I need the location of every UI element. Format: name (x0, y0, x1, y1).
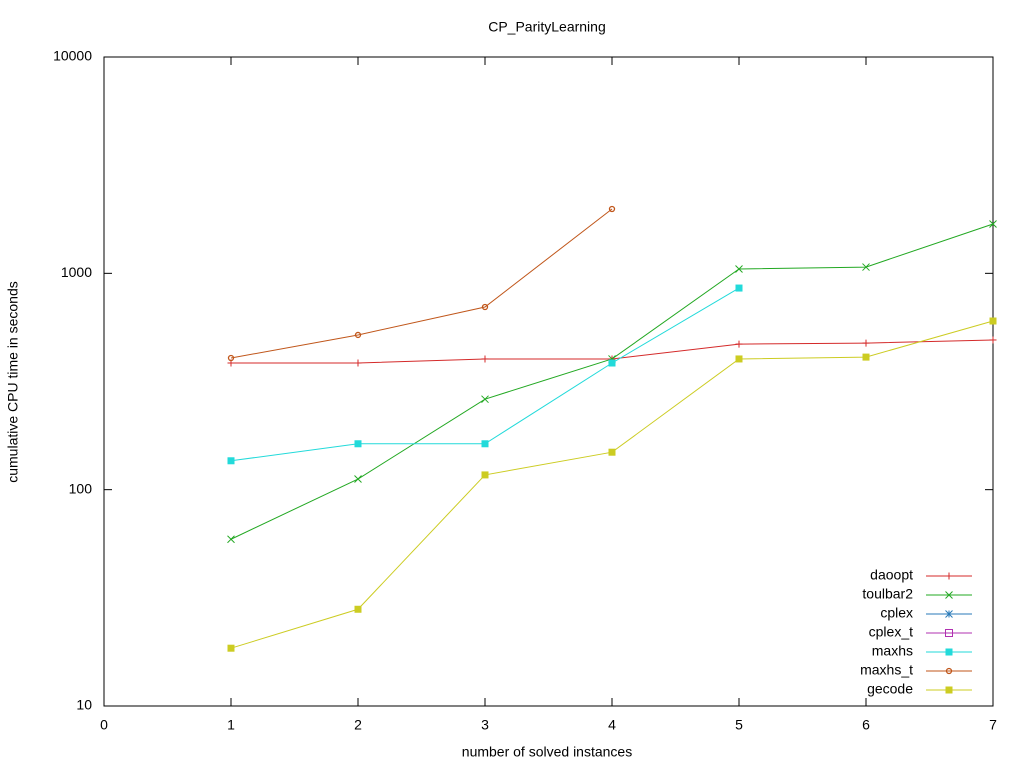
marker (735, 265, 743, 273)
marker (608, 205, 616, 213)
marker-shape (862, 353, 870, 361)
marker-stroke (945, 610, 953, 618)
legend-label: cplex_t (869, 624, 913, 640)
x-axis-label: number of solved instances (462, 744, 632, 760)
marker (354, 331, 362, 339)
x-tick-label: 6 (862, 717, 870, 733)
y-tick-label: 10000 (53, 48, 92, 64)
marker (862, 263, 870, 271)
marker-shape (227, 457, 235, 465)
marker-stroke (227, 535, 235, 544)
plot-frame (103, 56, 994, 707)
marker-shape (945, 667, 953, 675)
series-line (230, 208, 613, 359)
y-tick-label: 100 (69, 480, 93, 496)
marker (945, 629, 953, 637)
legend-label: maxhs (872, 643, 913, 659)
marker-stroke (481, 395, 489, 404)
marker-shape (481, 303, 489, 311)
marker-shape (227, 354, 235, 362)
marker-stroke (735, 265, 743, 273)
legend-label: maxhs_t (860, 662, 913, 678)
series-line (230, 223, 994, 540)
marker (735, 284, 743, 292)
marker-shape (945, 648, 953, 656)
marker (608, 448, 616, 456)
marker (481, 355, 489, 363)
marker (945, 686, 953, 694)
marker (735, 355, 743, 363)
marker (945, 648, 953, 656)
marker (354, 475, 362, 483)
marker-shape (608, 205, 616, 213)
marker-shape (481, 440, 489, 448)
legend-label: gecode (867, 681, 913, 697)
chart-title: CP_ParityLearning (488, 19, 606, 35)
marker (608, 359, 616, 367)
x-tick-label: 0 (100, 717, 108, 733)
marker-stroke (862, 263, 870, 271)
marker-shape (481, 471, 489, 479)
x-tick-label: 3 (481, 717, 489, 733)
marker (945, 572, 953, 580)
marker (227, 535, 235, 544)
y-tick-label: 1000 (61, 264, 92, 280)
marker-stroke (945, 591, 953, 599)
marker (945, 591, 953, 599)
marker-shape (608, 359, 616, 367)
marker-shape (945, 629, 953, 637)
legend-label: daoopt (870, 567, 913, 583)
marker-shape (354, 605, 362, 613)
marker (354, 605, 362, 613)
marker-shape (735, 355, 743, 363)
marker-stroke (354, 475, 362, 483)
x-tick-label: 1 (227, 717, 235, 733)
marker (227, 644, 235, 652)
x-tick-label: 2 (354, 717, 362, 733)
marker-shape (945, 686, 953, 694)
marker (227, 457, 235, 465)
marker-shape (735, 284, 743, 292)
marker-shape (354, 331, 362, 339)
marker (354, 359, 362, 367)
marker (989, 220, 997, 228)
marker (945, 667, 953, 675)
marker (354, 440, 362, 448)
marker (227, 354, 235, 362)
marker (735, 340, 743, 348)
marker (945, 610, 953, 618)
marker-shape (608, 448, 616, 456)
y-axis-label: cumulative CPU time in seconds (5, 281, 21, 483)
marker (481, 395, 489, 404)
marker (481, 440, 489, 448)
x-tick-label: 4 (608, 717, 616, 733)
y-tick-label: 10 (76, 697, 92, 713)
x-tick-label: 7 (989, 717, 997, 733)
legend-label: cplex (880, 605, 913, 621)
marker (481, 471, 489, 479)
series-line (230, 287, 740, 462)
marker-stroke (989, 220, 997, 228)
marker (862, 339, 870, 347)
x-tick-label: 5 (735, 717, 743, 733)
legend-label: toulbar2 (862, 586, 913, 602)
marker-shape (227, 644, 235, 652)
marker (989, 317, 997, 325)
marker-shape (354, 440, 362, 448)
marker (989, 336, 997, 344)
marker (481, 303, 489, 311)
marker (862, 353, 870, 361)
marker-shape (989, 317, 997, 325)
